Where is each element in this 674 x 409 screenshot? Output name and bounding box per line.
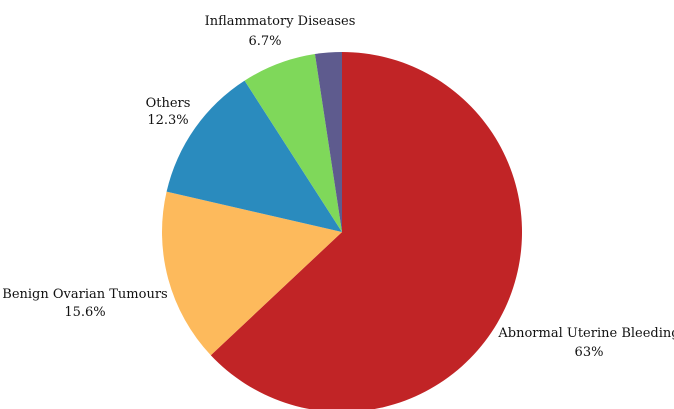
pie-slice-unlabeled-4: [314, 52, 342, 232]
slice-label-inflammatory-diseases: Inflammatory Diseases: [205, 14, 356, 29]
slice-label-benign-ovarian-tumours: Benign Ovarian Tumours: [2, 287, 167, 302]
pie-slice-others: [166, 80, 342, 232]
slice-value-benign-ovarian-tumours: 15.6%: [64, 305, 105, 320]
pie-slices: [162, 52, 522, 409]
pie-slice-benign-ovarian-tumours: [162, 191, 342, 356]
pie-slice-inflammatory-diseases: [244, 54, 342, 232]
slice-label-others: Others: [146, 96, 191, 111]
pie-slice-abnormal-uterine-bleeding: [210, 52, 522, 409]
slice-value-others: 12.3%: [147, 113, 188, 128]
slice-label-abnormal-uterine-bleeding: Abnormal Uterine Bleeding: [497, 326, 674, 341]
slice-value-abnormal-uterine-bleeding: 63%: [575, 345, 604, 360]
slice-value-inflammatory-diseases: 6.7%: [248, 34, 281, 49]
